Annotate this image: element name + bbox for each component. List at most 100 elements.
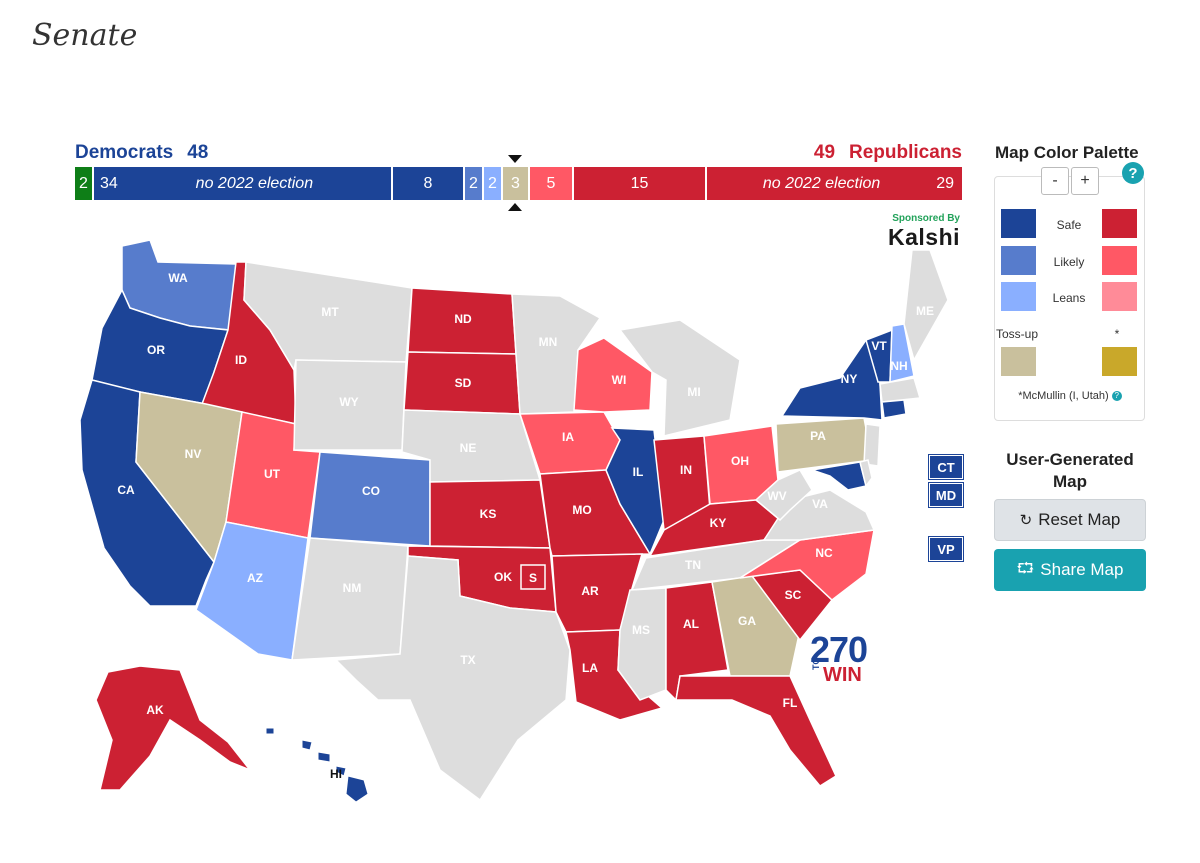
- state-nj[interactable]: [863, 423, 881, 467]
- reset-map-button[interactable]: ↻ Reset Map: [994, 499, 1146, 541]
- state-fl[interactable]: [675, 675, 837, 787]
- label-ok: OK: [494, 570, 512, 584]
- state-az[interactable]: [195, 521, 309, 661]
- democrats-total: 48: [187, 142, 209, 163]
- ct-button[interactable]: CT: [928, 454, 964, 480]
- state-wi[interactable]: [573, 337, 653, 413]
- seat-segment-dem-likely[interactable]: 2: [465, 167, 484, 200]
- logo-win: WIN: [823, 664, 862, 686]
- label-wi: WI: [612, 373, 627, 387]
- state-ak[interactable]: [95, 665, 253, 791]
- zoom-out-button[interactable]: -: [1041, 167, 1069, 195]
- label-me: ME: [916, 304, 934, 318]
- state-hi[interactable]: [265, 727, 369, 803]
- seat-count: 2: [488, 174, 497, 192]
- label-vt: VT: [871, 339, 887, 353]
- swatch-leans-rep[interactable]: [1102, 282, 1137, 311]
- state-co[interactable]: [309, 451, 431, 547]
- seat-segment-dem-leans[interactable]: 2: [484, 167, 503, 200]
- label-sd: SD: [455, 376, 472, 390]
- democrats-label: Democrats: [75, 142, 174, 163]
- label-id: ID: [235, 353, 247, 367]
- mcmullin-star: *: [1114, 327, 1120, 341]
- state-ct[interactable]: [881, 399, 907, 419]
- label-ia: IA: [562, 430, 574, 444]
- label-hi: HI: [330, 767, 342, 781]
- state-nh[interactable]: [889, 323, 915, 383]
- reset-map-label: Reset Map: [1038, 510, 1121, 529]
- label-ky: KY: [710, 516, 727, 530]
- label-mt: MT: [321, 305, 339, 319]
- kalshi-logo[interactable]: Kalshi: [888, 224, 961, 250]
- swatch-mcmullin[interactable]: [1102, 347, 1137, 376]
- us-senate-map: WA OR CA ID NV UT AZ MT WY CO NM ND SD N…: [79, 239, 949, 803]
- label-az: AZ: [247, 571, 263, 585]
- seat-segment-independent[interactable]: 2: [75, 167, 94, 200]
- label-nv: NV: [185, 447, 202, 461]
- label-co: CO: [362, 484, 380, 498]
- seat-count: 2: [469, 174, 478, 192]
- seat-segment-rep-no-election: no 2022 election 29: [707, 167, 962, 200]
- seat-segment-dem-no-election: 34 no 2022 election: [94, 167, 393, 200]
- mcmullin-note-text: *McMullin (I, Utah): [1018, 390, 1109, 402]
- state-mi[interactable]: [618, 319, 741, 437]
- label-ne: NE: [460, 441, 477, 455]
- zoom-in-button[interactable]: +: [1071, 167, 1099, 195]
- seat-segment-dem-safe[interactable]: 8: [393, 167, 465, 200]
- vp-button[interactable]: VP: [928, 536, 964, 562]
- label-il: IL: [633, 465, 644, 479]
- label-tn: TN: [685, 558, 701, 572]
- majority-marker-bottom: [508, 203, 522, 211]
- label-mn: MN: [539, 335, 558, 349]
- tossup-label: Toss-up: [996, 327, 1039, 341]
- state-box-s[interactable]: [520, 564, 546, 590]
- swatch-safe-rep[interactable]: [1102, 209, 1137, 238]
- swatch-likely-dem[interactable]: [1001, 246, 1036, 275]
- label-in: IN: [680, 463, 692, 477]
- sponsor-label: Sponsored By: [892, 213, 960, 224]
- label-nh: NH: [890, 359, 907, 373]
- seat-bar: 2 34 no 2022 election 8 2 2 3 5 15 no 20…: [75, 167, 962, 200]
- state-wv[interactable]: [754, 469, 813, 522]
- label-ny: NY: [841, 372, 858, 386]
- label-ga: GA: [738, 614, 756, 628]
- palette-title: Map Color Palette: [995, 143, 1139, 162]
- state-nm[interactable]: [291, 537, 409, 661]
- share-map-button[interactable]: ⮔ Share Map: [994, 549, 1146, 591]
- seat-count: 15: [630, 174, 649, 192]
- label-wv: WV: [767, 489, 786, 503]
- page-title: Senate: [32, 18, 138, 53]
- label-nm: NM: [343, 581, 362, 595]
- refresh-icon: ↻: [1019, 512, 1033, 529]
- state-ny[interactable]: [780, 338, 883, 421]
- label-sc: SC: [785, 588, 802, 602]
- seat-segment-rep-safe[interactable]: 15: [574, 167, 707, 200]
- no-election-label: no 2022 election: [762, 174, 881, 192]
- state-me[interactable]: [903, 249, 949, 362]
- label-va: VA: [812, 497, 828, 511]
- label-wa: WA: [168, 271, 188, 285]
- info-icon[interactable]: ?: [1111, 391, 1122, 402]
- swatch-tossup[interactable]: [1001, 347, 1036, 376]
- label-or: OR: [147, 343, 165, 357]
- state-md[interactable]: [811, 461, 867, 491]
- state-tx[interactable]: [334, 555, 571, 802]
- swatch-safe-dem[interactable]: [1001, 209, 1036, 238]
- republicans-label: Republicans: [849, 142, 962, 163]
- md-button[interactable]: MD: [928, 482, 964, 508]
- seat-segment-rep-likely[interactable]: 5: [530, 167, 574, 200]
- label-oh: OH: [731, 454, 749, 468]
- swatch-leans-dem[interactable]: [1001, 282, 1036, 311]
- seat-count: 29: [936, 174, 954, 192]
- label-al: AL: [683, 617, 699, 631]
- label-mi: MI: [687, 385, 700, 399]
- 270towin-logo[interactable]: 270 TO WIN: [810, 632, 868, 687]
- seat-segment-toss-up[interactable]: 3: [503, 167, 530, 200]
- palette-row-label: Likely: [1053, 255, 1085, 269]
- help-icon[interactable]: ?: [1122, 162, 1144, 184]
- sponsor-block[interactable]: Sponsored By Kalshi: [888, 213, 960, 251]
- swatch-likely-rep[interactable]: [1102, 246, 1137, 275]
- state-ma[interactable]: [879, 377, 921, 403]
- palette-panel: [994, 176, 1145, 421]
- state-de[interactable]: [859, 459, 873, 488]
